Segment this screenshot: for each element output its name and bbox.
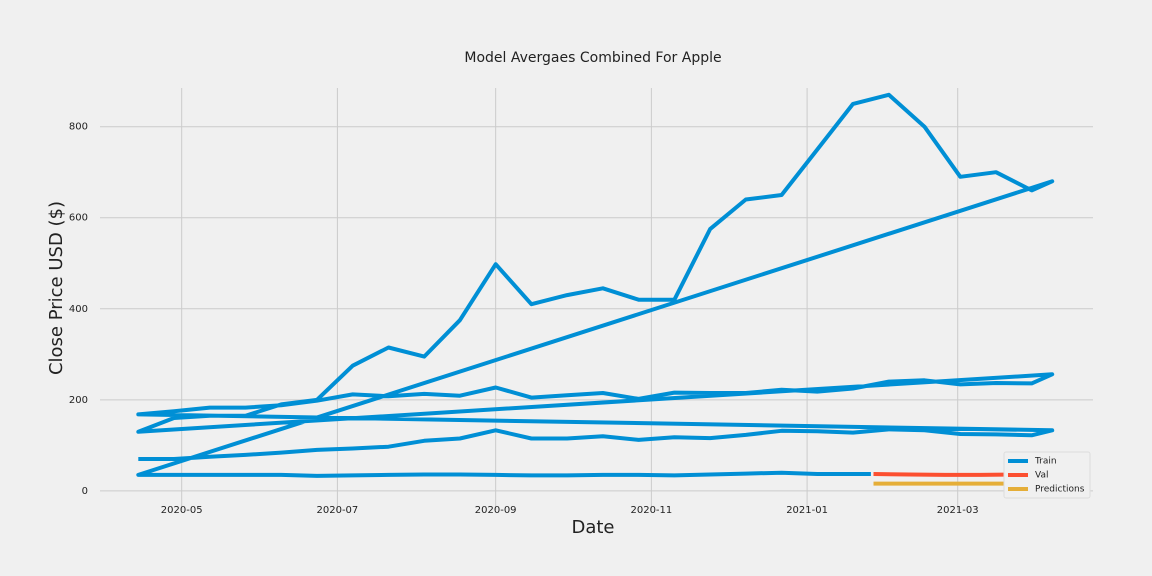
y-tick-label: 0 [82, 486, 88, 497]
y-tick-label: 200 [69, 395, 88, 406]
y-tick-label: 600 [69, 213, 88, 224]
y-tick-label: 400 [69, 304, 88, 315]
legend-label: Predictions [1035, 485, 1085, 495]
x-axis-label: Date [571, 517, 614, 538]
legend-box [1003, 451, 1091, 499]
x-tick-label: 2021-01 [786, 505, 828, 516]
y-tick-label: 800 [69, 122, 88, 133]
legend-label: Val [1035, 471, 1048, 481]
x-tick-label: 2020-07 [317, 505, 359, 516]
x-tick-label: 2020-05 [161, 505, 203, 516]
chart-title: Model Avergaes Combined For Apple [464, 50, 721, 66]
legend-label: Train [1034, 457, 1057, 467]
x-tick-label: 2020-09 [475, 505, 517, 516]
x-tick-label: 2021-03 [937, 505, 979, 516]
line-series [136, 92, 1055, 478]
y-axis-label: Close Price USD ($) [46, 201, 67, 375]
x-tick-label: 2020-11 [630, 505, 672, 516]
